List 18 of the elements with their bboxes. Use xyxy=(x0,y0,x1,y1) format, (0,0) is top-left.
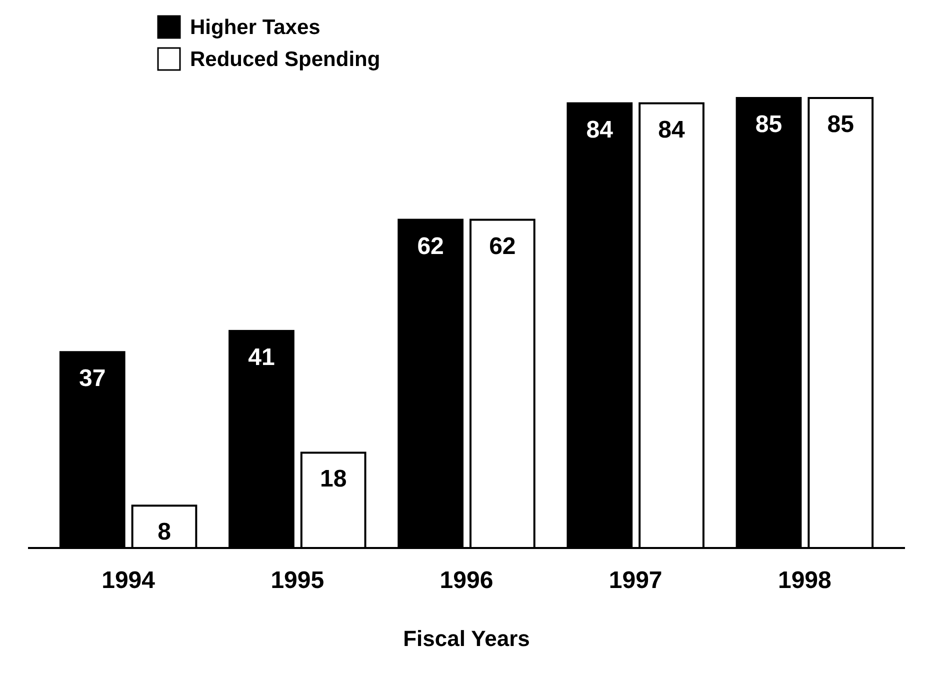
x-tick-label: 1997 xyxy=(608,567,662,594)
data-label: 62 xyxy=(417,232,444,260)
x-tick-label: 1996 xyxy=(440,567,494,594)
data-label: 62 xyxy=(489,232,516,260)
data-label: 8 xyxy=(158,518,171,546)
legend-label: Reduced Spending xyxy=(190,48,380,71)
x-tick-label: 1998 xyxy=(778,567,832,594)
data-label: 85 xyxy=(827,111,854,138)
legend-label: Higher Taxes xyxy=(190,16,320,39)
data-label: 37 xyxy=(79,365,106,392)
data-label: 84 xyxy=(586,116,614,144)
x-tick-label: 1994 xyxy=(102,567,156,594)
x-axis-title: Fiscal Years xyxy=(403,626,530,651)
data-label: 85 xyxy=(755,111,782,138)
data-label: 41 xyxy=(248,344,275,371)
x-tick-label: 1995 xyxy=(270,567,324,594)
data-label: 18 xyxy=(320,466,347,493)
data-label: 84 xyxy=(658,116,686,144)
